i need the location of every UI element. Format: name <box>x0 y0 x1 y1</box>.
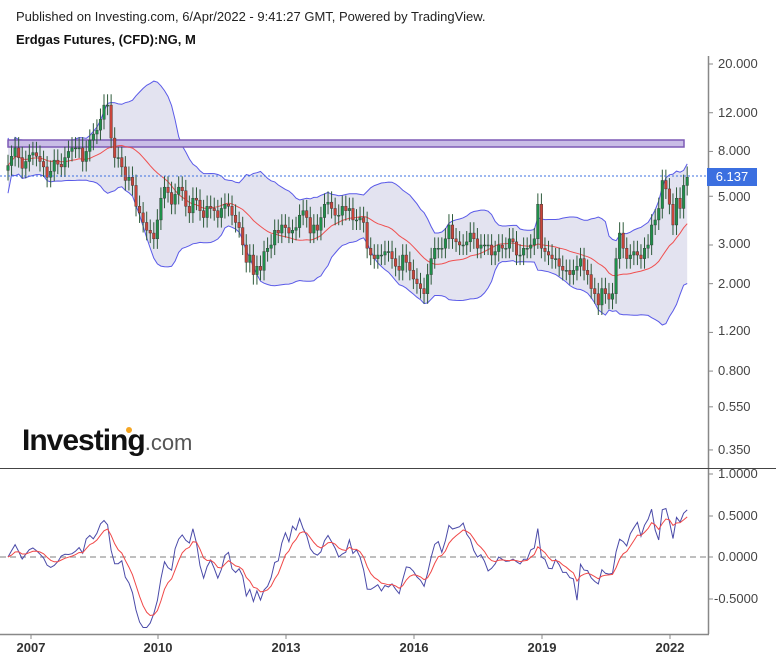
osc-tick-label: 1.0000 <box>718 466 758 481</box>
price-tick-label: 3.000 <box>718 236 751 251</box>
time-tick-label: 2007 <box>16 640 46 655</box>
time-tick-label: 2022 <box>655 640 685 655</box>
last-price-badge: 6.137 <box>707 168 757 186</box>
price-tick-label: 0.350 <box>718 442 751 457</box>
price-axis-ticks <box>708 63 713 600</box>
time-tick-label: 2016 <box>399 640 429 655</box>
price-tick-label: 8.000 <box>718 143 751 158</box>
osc-tick-label: 0.0000 <box>718 549 758 564</box>
resistance-zone[interactable] <box>7 139 685 148</box>
oscillator-signal-line <box>7 516 688 617</box>
time-tick-label: 2013 <box>271 640 301 655</box>
instrument-title: Erdgas Futures, (CFD):NG, M <box>16 32 196 47</box>
oscillator-main-line <box>7 507 688 628</box>
published-note: Published on Investing.com, 6/Apr/2022 -… <box>16 9 486 24</box>
price-tick-label: 2.000 <box>718 276 751 291</box>
moving-average <box>7 144 688 277</box>
time-axis-ticks <box>30 634 671 639</box>
candles <box>6 94 689 316</box>
price-tick-label: 20.000 <box>718 56 758 71</box>
osc-tick-label: 0.5000 <box>718 508 758 523</box>
price-tick-label: 5.000 <box>718 189 751 204</box>
osc-tick-label: -0.5000 <box>714 591 759 606</box>
price-tick-label: 0.800 <box>718 363 751 378</box>
price-tick-label: 12.000 <box>718 105 758 120</box>
time-tick-label: 2019 <box>527 640 557 655</box>
time-tick-label: 2010 <box>143 640 173 655</box>
price-tick-label: 0.550 <box>718 399 751 414</box>
price-tick-label: 1.200 <box>718 323 751 338</box>
investing-logo: Investing.com <box>22 424 193 457</box>
